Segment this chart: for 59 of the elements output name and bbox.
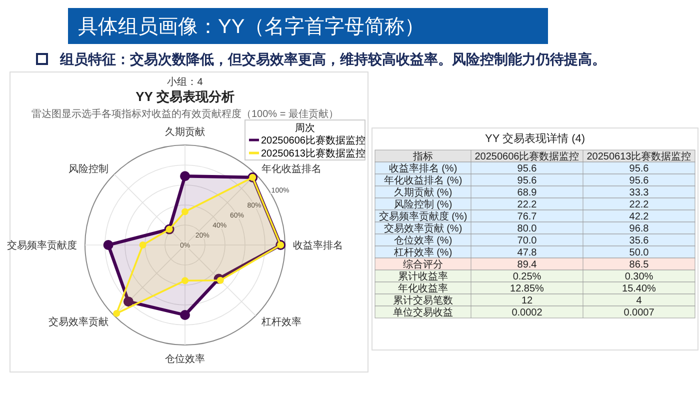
text: 小组：4 [167, 76, 204, 88]
text: 交易效率贡献 (%) [384, 222, 462, 234]
text: 综合评分 [403, 258, 443, 270]
text: 42.2 [629, 212, 650, 222]
text: 交易频率贡献度 (%) [378, 210, 468, 222]
text: 久期贡献 (%) [394, 186, 452, 198]
text: 年化收益排名 (%) [384, 174, 462, 186]
text: 年化收益率 [398, 282, 448, 294]
text: 47.8 [517, 248, 538, 258]
text: 单位交易收益 [393, 306, 453, 318]
text: 累计交易笔数 [393, 294, 453, 306]
text: 35.6 [629, 236, 650, 246]
spoke-label: 风险控制 [68, 163, 109, 176]
text: 0.0002 [512, 308, 543, 318]
text: 96.8 [629, 224, 650, 234]
text: 收益率排名 (%) [388, 162, 458, 174]
text: 12 [521, 296, 533, 306]
text: 68.9 [517, 188, 538, 198]
spoke-label: 收益率排名 [293, 240, 343, 252]
text: 95.6 [517, 164, 538, 174]
text: 15.40% [622, 284, 656, 294]
text: 80.0 [517, 224, 538, 234]
text: 89.4 [517, 260, 538, 270]
text: 0.0007 [624, 308, 655, 318]
text: YY 交易表现详情 (4) [484, 132, 586, 145]
text: 20250613比赛数据监控 [586, 150, 692, 162]
text: 杠杆效率 (%) [392, 246, 452, 258]
text: 风险控制 (%) [394, 198, 452, 210]
text: 86.5 [629, 260, 650, 270]
spoke-label: 仓位效率 [165, 353, 205, 365]
spoke-label: 杠杆效率 [260, 316, 302, 328]
text: 70.0 [517, 236, 538, 246]
text: 50.0 [629, 248, 650, 258]
text: 22.2 [629, 200, 650, 210]
text: 具体组员画像：YY（名字首字母简称） [78, 15, 425, 38]
legend-label: 20250606比赛数据监控 [261, 134, 366, 146]
legend-label: 20250613比赛数据监控 [261, 148, 366, 160]
text: 12.85% [510, 284, 544, 294]
text: 22.2 [517, 200, 538, 210]
text: 指标 [412, 150, 433, 162]
text: 95.6 [629, 176, 650, 186]
spoke-label: 年化收益排名 [261, 163, 322, 176]
chart-title: YY 交易表现分析 [136, 89, 234, 104]
text: 20250606比赛数据监控 [474, 150, 580, 162]
spoke-label: 交易效率贡献 [48, 316, 109, 328]
text: 95.6 [517, 176, 538, 186]
text: 0.30% [624, 272, 654, 282]
text: 33.3 [629, 188, 650, 198]
legend-title: 周次 [295, 123, 315, 134]
text: 76.7 [517, 212, 538, 222]
chart-subtitle: 雷达图显示选手各项指标对收益的有效贡献程度（100% = 最佳贡献） [32, 108, 338, 120]
text: 95.6 [629, 164, 650, 174]
text: 4 [636, 296, 642, 306]
text: 组员特征：交易次数降低，但交易效率更高，维持较高收益率。风险控制能力仍待提高。 [59, 51, 606, 67]
spoke-label: 久期贡献 [165, 126, 205, 138]
text: 0.25% [512, 272, 542, 282]
text: 累计收益率 [398, 270, 448, 282]
text: 仓位效率 (%) [394, 234, 452, 246]
spoke-label: 交易频率贡献度 [7, 240, 77, 252]
